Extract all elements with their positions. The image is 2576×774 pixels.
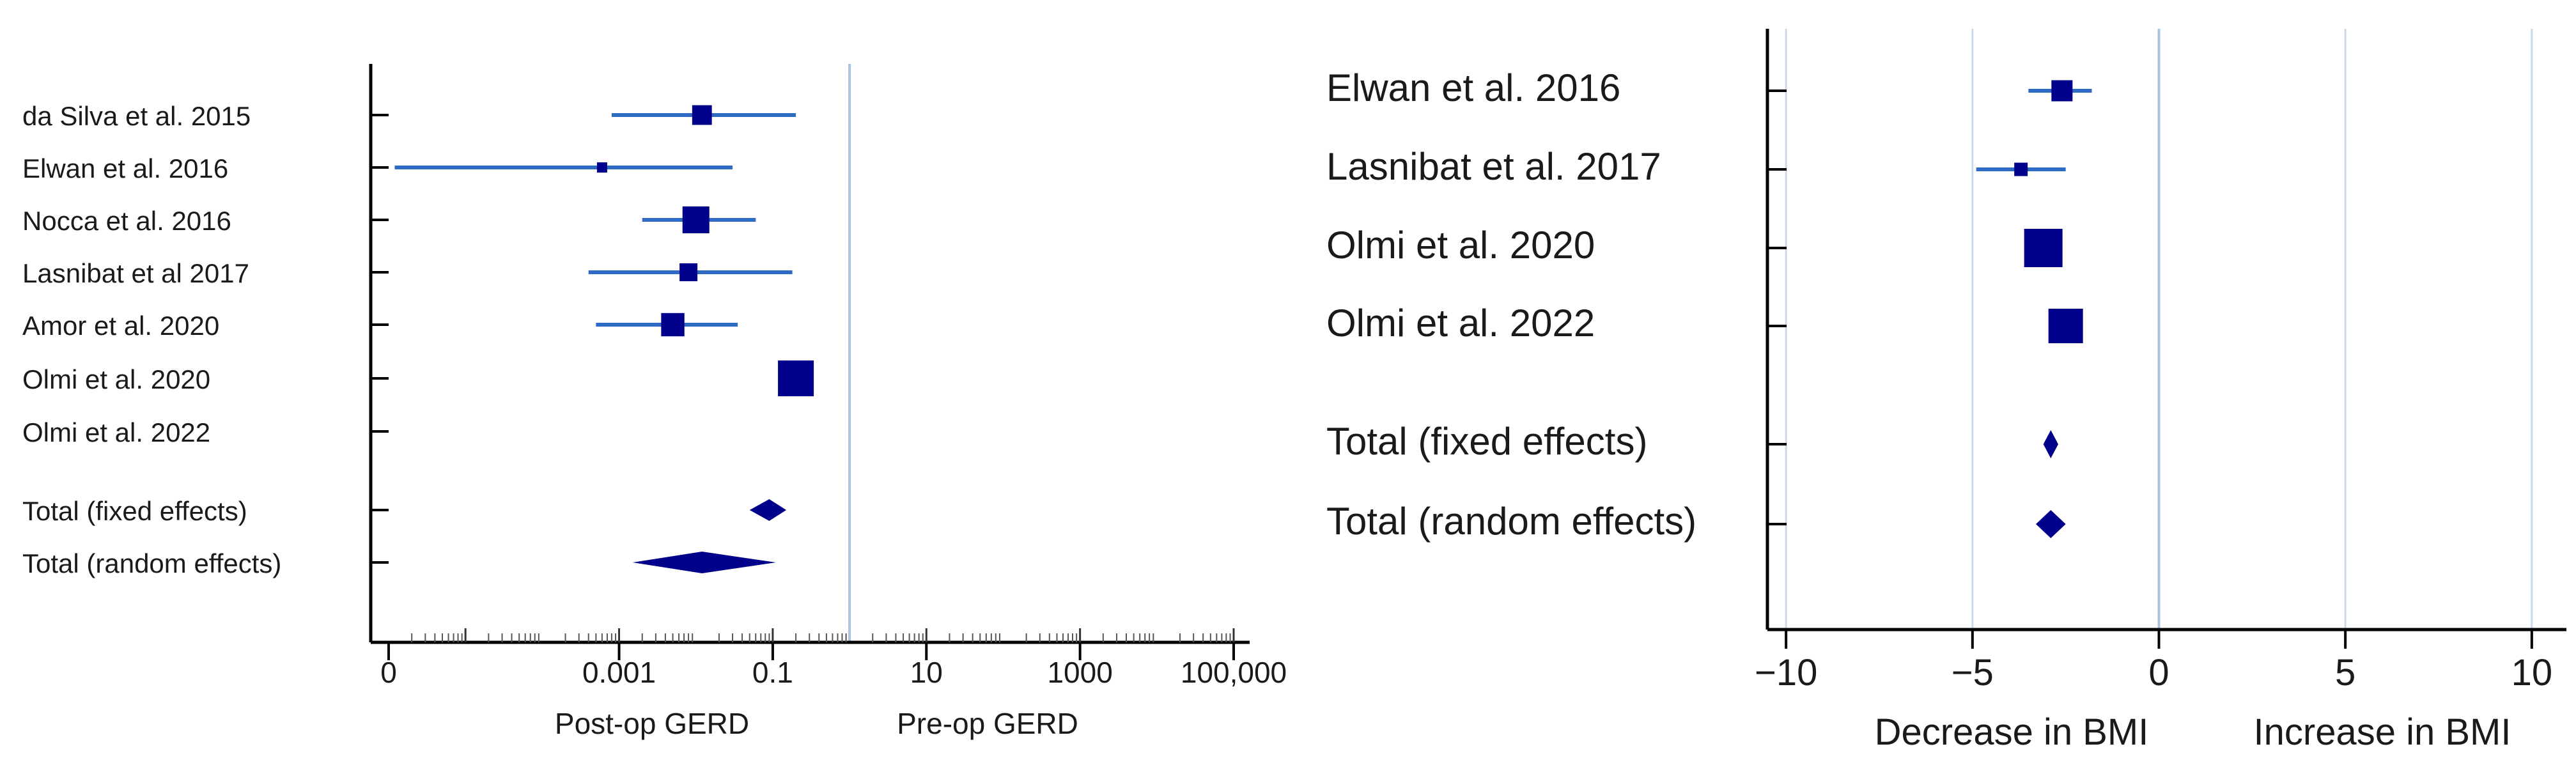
- pooled-estimate-diamond: [2043, 430, 2058, 458]
- x-tick-label: 10: [910, 656, 943, 689]
- pooled-estimate-diamond: [749, 499, 787, 521]
- total-label: Total (fixed effects): [1326, 420, 1647, 463]
- study-point-estimate: [2051, 80, 2073, 102]
- study-point-estimate: [692, 105, 712, 125]
- x-tick-label: 0.001: [582, 656, 656, 689]
- study-point-estimate: [778, 360, 814, 396]
- x-tick-label: 10: [2511, 652, 2553, 693]
- pooled-estimate-diamond: [632, 552, 776, 573]
- study-label: Nocca et al. 2016: [22, 206, 231, 236]
- study-label: Lasnibat et al. 2017: [1326, 145, 1661, 188]
- study-label: Olmi et al. 2020: [22, 364, 210, 394]
- study-point-estimate: [2048, 309, 2083, 343]
- total-label: Total (fixed effects): [22, 496, 247, 526]
- x-tick-label: 0: [2148, 652, 2169, 693]
- study-label: Olmi et al. 2022: [1326, 302, 1595, 344]
- total-label: Total (random effects): [1326, 500, 1696, 543]
- study-label: da Silva et al. 2015: [22, 101, 251, 131]
- study-point-estimate: [661, 313, 685, 337]
- forest-plot-bmi: −10 −5 0 5 10 Decrease in BMI Increase in BMI E…: [1326, 29, 2566, 753]
- direction-label-left: Post-op GERD: [555, 707, 749, 740]
- x-tick-label: 100,000: [1181, 656, 1287, 689]
- study-label: Elwan et al. 2016: [22, 153, 228, 183]
- x-tick-label: 5: [2335, 652, 2355, 693]
- direction-label-right: Pre-op GERD: [897, 707, 1078, 740]
- x-tick-label: −10: [1755, 652, 1817, 693]
- study-point-estimate: [2014, 162, 2028, 176]
- study-label: Lasnibat et al 2017: [22, 258, 249, 288]
- x-tick-label: 0: [380, 656, 397, 689]
- x-tick-label: −5: [1951, 652, 1994, 693]
- total-label: Total (random effects): [22, 548, 281, 578]
- x-tick-label: 1000: [1047, 656, 1112, 689]
- forest-plot-gerd: 0 0.001 0.1 10 1000 100,000 Post-op GERD Pre-op…: [22, 64, 1287, 740]
- x-tick-label: 0.1: [752, 656, 793, 689]
- study-label: Olmi et al. 2022: [22, 417, 210, 447]
- study-label: Amor et al. 2020: [22, 311, 219, 341]
- study-point-estimate: [679, 263, 698, 281]
- study-point-estimate: [596, 162, 607, 173]
- study-label: Olmi et al. 2020: [1326, 224, 1595, 267]
- study-point-estimate: [682, 206, 710, 233]
- study-label: Elwan et al. 2016: [1326, 66, 1620, 109]
- direction-label-left: Decrease in BMI: [1875, 711, 2149, 753]
- study-point-estimate: [2024, 229, 2063, 267]
- direction-label-right: Increase in BMI: [2254, 711, 2511, 753]
- pooled-estimate-diamond: [2036, 510, 2066, 538]
